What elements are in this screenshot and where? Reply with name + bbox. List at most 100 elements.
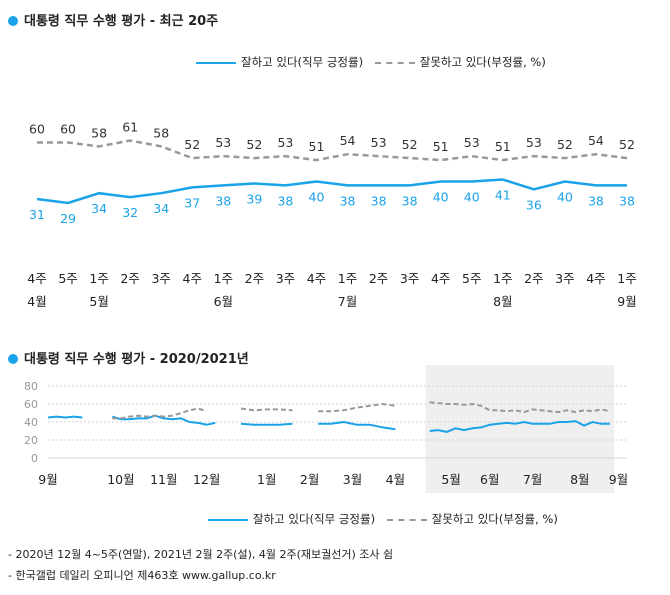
- legend-positive-label: 잘하고 있다(직무 긍정률): [241, 55, 364, 69]
- positive-value-label: 39: [246, 191, 262, 206]
- positive-value-label: 38: [371, 193, 387, 208]
- bullet-icon: [8, 354, 18, 364]
- chart1-title: 대통령 직무 수행 평가 - 최근 20주: [8, 10, 218, 29]
- month-tick-label: 5월: [441, 472, 460, 487]
- negative-value-label: 58: [153, 125, 169, 140]
- month-tick-label: 5월: [89, 294, 108, 309]
- month-tick-label: 11월: [150, 472, 177, 487]
- week-tick-label: 1주: [338, 271, 357, 286]
- week-tick-label: 2주: [120, 271, 139, 286]
- month-tick-label: 8월: [493, 294, 512, 309]
- legend-negative-label: 잘못하고 있다(부정률, %): [431, 512, 558, 526]
- positive-value-label: 40: [464, 190, 480, 205]
- week-tick-label: 1주: [617, 271, 636, 286]
- negative-value-label: 61: [122, 120, 138, 135]
- positive-value-label: 34: [91, 201, 107, 216]
- legend-negative-swatch: [386, 518, 427, 521]
- positive-value-label: 40: [309, 190, 325, 205]
- month-tick-label: 6월: [480, 472, 499, 487]
- negative-value-label: 60: [60, 122, 76, 137]
- positive-value-label: 31: [29, 207, 45, 222]
- negative-value-label: 53: [371, 135, 387, 150]
- month-tick-label: 1월: [257, 472, 276, 487]
- week-tick-label: 3주: [400, 271, 419, 286]
- negative-line-segment: [318, 402, 396, 413]
- y-tick-label: 20: [24, 434, 38, 447]
- chart1-title-text: 대통령 직무 수행 평가 - 최근 20주: [24, 14, 219, 29]
- positive-line-segment: [429, 420, 610, 433]
- negative-value-label: 53: [277, 135, 293, 150]
- negative-value-label: 52: [246, 137, 262, 152]
- y-tick-label: 0: [31, 452, 38, 465]
- negative-value-label: 52: [402, 137, 418, 152]
- week-tick-label: 4주: [183, 271, 202, 286]
- negative-value-label: 52: [619, 137, 635, 152]
- week-tick-label: 3주: [151, 271, 170, 286]
- chart1-legend: 잘하고 있다(직무 긍정률) 잘못하고 있다(부정률, %): [196, 54, 546, 70]
- positive-line-segment: [240, 422, 293, 426]
- month-tick-label: 8월: [570, 472, 589, 487]
- month-tick-label: 2월: [300, 472, 319, 487]
- footnote-1: - 2020년 12월 4~5주(연말), 2021년 2월 2주(설), 4월…: [8, 548, 394, 561]
- month-tick-label: 3월: [343, 472, 362, 487]
- negative-value-label: 54: [588, 133, 604, 148]
- y-tick-label: 60: [24, 398, 38, 411]
- positive-value-label: 38: [588, 193, 604, 208]
- negative-line-segment: [429, 401, 611, 414]
- positive-line-segment: [47, 415, 83, 419]
- positive-value-label: 38: [277, 193, 293, 208]
- week-tick-label: 4주: [307, 271, 326, 286]
- negative-value-label: 51: [309, 139, 325, 154]
- month-tick-label: 9월: [617, 294, 636, 309]
- positive-value-label: 40: [557, 190, 573, 205]
- legend-negative-label: 잘못하고 있다(부정률, %): [419, 55, 546, 69]
- positive-value-label: 38: [402, 193, 418, 208]
- month-tick-label: 6월: [214, 294, 233, 309]
- legend-positive-swatch: [208, 518, 248, 521]
- negative-line-segment: [240, 407, 293, 412]
- month-tick-label: 9월: [38, 472, 57, 487]
- month-tick-label: 12월: [193, 472, 220, 487]
- legend-positive-label: 잘하고 있다(직무 긍정률): [253, 512, 376, 526]
- legend-positive-swatch: [196, 61, 236, 64]
- week-tick-label: 5주: [462, 271, 481, 286]
- week-tick-label: 1주: [493, 271, 512, 286]
- legend-negative-swatch: [374, 61, 415, 64]
- y-tick-label: 80: [24, 380, 38, 393]
- week-tick-label: 3주: [276, 271, 295, 286]
- positive-value-label: 41: [495, 188, 511, 203]
- week-tick-label: 2주: [369, 271, 388, 286]
- chart2-plot: 0 20 40 60 80 9월 10월 11월 12월 1월 2월 3월 4월 5월 6월 7월 8월 9월: [24, 365, 628, 493]
- month-tick-label: 9월: [609, 472, 628, 487]
- positive-line: [36, 178, 627, 205]
- month-tick-label: 4월: [27, 294, 46, 309]
- positive-value-label: 38: [340, 193, 356, 208]
- week-tick-label: 3주: [555, 271, 574, 286]
- chart2-legend: 잘하고 있다(직무 긍정률) 잘못하고 있다(부정률, %): [208, 511, 558, 527]
- negative-value-label: 60: [29, 122, 45, 137]
- bullet-icon: [8, 16, 18, 26]
- positive-value-label: 34: [153, 201, 169, 216]
- positive-value-label: 36: [526, 197, 542, 212]
- month-tick-label: 7월: [523, 472, 542, 487]
- negative-value-label: 52: [557, 137, 573, 152]
- negative-value-label: 51: [433, 139, 449, 154]
- week-tick-label: 5주: [58, 271, 77, 286]
- positive-value-label: 32: [122, 205, 138, 220]
- month-tick-label: 7월: [338, 294, 357, 309]
- positive-value-label: 38: [619, 193, 635, 208]
- week-tick-label: 4주: [27, 271, 46, 286]
- negative-value-label: 53: [526, 135, 542, 150]
- positive-value-label: 29: [60, 211, 76, 226]
- y-tick-label: 40: [24, 416, 38, 429]
- chart2-title: 대통령 직무 수행 평가 - 2020/2021년: [8, 348, 249, 367]
- week-tick-label: 4주: [586, 271, 605, 286]
- positive-value-label: 40: [433, 190, 449, 205]
- negative-value-label: 54: [340, 133, 356, 148]
- month-tick-label: 4월: [386, 472, 405, 487]
- positive-value-label: 38: [215, 193, 231, 208]
- week-tick-label: 2주: [524, 271, 543, 286]
- week-tick-label: 2주: [245, 271, 264, 286]
- negative-value-label: 58: [91, 125, 107, 140]
- chart1-plot: 31 29 34 32 34 37 38 39 38 40 38 38 38 40 40 41 36 40 38 38…: [27, 120, 636, 309]
